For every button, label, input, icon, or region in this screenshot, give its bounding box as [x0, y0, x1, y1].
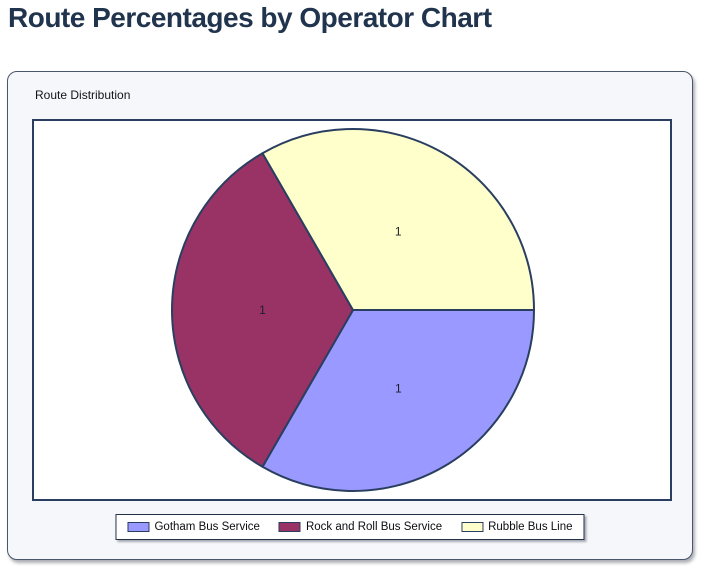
- legend-color-swatch: [461, 522, 484, 532]
- legend-item-rubble-bus-line: Rubble Bus Line: [461, 521, 573, 533]
- pie-slice-value-label: 1: [395, 225, 402, 239]
- pie-slice-value-label: 1: [395, 381, 402, 395]
- pie-slice-gotham-bus-service[interactable]: [261, 309, 535, 492]
- route-distribution-groupbox: Route Distribution 1 1 1 Gotham Bus Servic…: [7, 71, 693, 560]
- legend-label: Rubble Bus Line: [488, 521, 573, 533]
- chart-legend: Gotham Bus Service Rock and Roll Bus Serv…: [115, 514, 585, 540]
- pie-slice-value-label: 1: [259, 303, 266, 317]
- pie-slice-rock-and-roll-bus-service[interactable]: [171, 152, 354, 468]
- legend-label: Rock and Roll Bus Service: [305, 521, 443, 533]
- legend-item-gotham-bus-service: Gotham Bus Service: [127, 521, 260, 533]
- page-title: Route Percentages by Operator Chart: [8, 2, 492, 33]
- groupbox-label: Route Distribution: [35, 88, 131, 102]
- legend-color-swatch: [278, 522, 301, 532]
- pie-slice-rubble-bus-line[interactable]: [261, 128, 535, 311]
- legend-label: Gotham Bus Service: [154, 521, 260, 533]
- legend-item-rock-and-roll-bus-service: Rock and Roll Bus Service: [278, 521, 443, 533]
- chart-plot-area: 1 1 1: [32, 119, 672, 501]
- legend-color-swatch: [127, 522, 150, 532]
- pie-chart: 1 1 1: [171, 128, 535, 492]
